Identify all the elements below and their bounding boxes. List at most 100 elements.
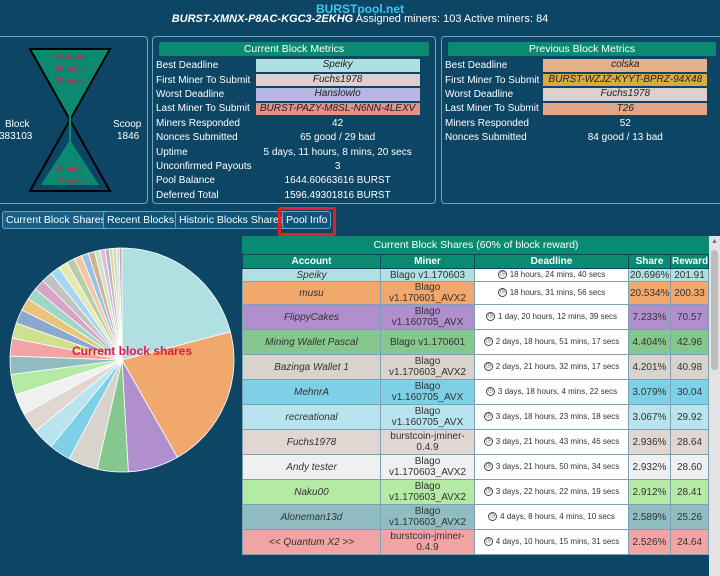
tab-historic-blocks-shares[interactable]: Historic Blocks Shares — [175, 211, 289, 229]
table-row[interactable]: Naku00 Blago v1.170603_AVX2 ◷ 3 days, 22 ho… — [242, 479, 709, 505]
deadline-cell: ◷ 3 days, 21 hours, 50 mins, 34 secs — [474, 454, 629, 480]
table-row[interactable]: Bazinga Wallet 1 Blago v1.170603_AVX2 ◷ 2 d… — [242, 354, 709, 380]
previous-metric-value-cell: Fuchs1978 — [543, 88, 708, 101]
clock-icon: ◷ — [483, 412, 493, 422]
clock-icon: ◷ — [483, 362, 493, 372]
pool-info-highlight — [278, 207, 336, 236]
current-metric-value-cell: Hanslowlo — [255, 88, 420, 101]
previous-metric-row-nonces-submitted: Nonces Submitted 84 good / 13 bad — [445, 131, 707, 144]
deadline-text: 4 days, 8 hours, 4 mins, 10 secs — [500, 512, 615, 521]
previous-metric-key: Last Miner To Submit — [445, 103, 539, 115]
column-header-share[interactable]: Share — [628, 254, 671, 269]
current-metric-row-last-miner-to-submit: Last Miner To Submit BURST-PAZY-M8SL-N6NN… — [156, 102, 420, 116]
share-cell: 2.526% — [628, 529, 671, 555]
previous-metric-key: Nonces Submitted — [445, 132, 527, 144]
table-row[interactable]: recreational Blago v1.160705_AVX ◷ 3 days, … — [242, 404, 709, 430]
pie-slice[interactable] — [118, 247, 123, 361]
miner-cell: Blago v1.170601 — [380, 329, 475, 355]
scroll-up-icon[interactable]: ▲ — [711, 238, 718, 245]
table-row[interactable]: Andy tester Blago v1.170603_AVX2 ◷ 3 days, … — [242, 454, 709, 480]
miner-cell: Blago v1.170603_AVX2 — [380, 479, 475, 505]
clock-icon: ◷ — [483, 537, 493, 547]
deadline-cell: ◷ 18 hours, 24 mins, 40 secs — [474, 268, 629, 282]
current-metric-value-cell: BURST-PAZY-M8SL-N6NN-4LEXV — [255, 102, 420, 116]
current-block-metrics-table: Best Deadline Speiky First Miner To Submit… — [156, 58, 420, 203]
miner-cell: Blago v1.160705_AVX — [380, 379, 475, 405]
scrollbar-thumb[interactable] — [711, 250, 718, 370]
previous-metric-row-worst-deadline: Worst Deadline Fuchs1978 — [445, 88, 708, 101]
scoop-label: Scoop — [113, 119, 142, 130]
site-title: BURSTpool.net — [316, 2, 404, 16]
current-metric-value-cell: 42 — [332, 117, 344, 129]
current-metric-row-best-deadline: Best Deadline Speiky — [156, 59, 420, 72]
current-metric-row-uptime: Uptime 5 days, 11 hours, 8 mins, 20 secs — [156, 145, 420, 158]
previous-metric-value-cell: colska — [543, 59, 708, 72]
scoop-value: 1846 — [117, 131, 140, 142]
deadline-cell: ◷ 3 days, 18 hours, 4 mins, 22 secs — [474, 379, 629, 405]
current-metric-key: Best Deadline — [156, 60, 219, 72]
deadline-text: 3 days, 21 hours, 50 mins, 34 secs — [495, 462, 620, 471]
reward-cell: 25.26 — [670, 504, 709, 530]
deadline-text: 3 days, 21 hours, 43 mins, 46 secs — [495, 437, 620, 446]
deadline-text: 3 days, 18 hours, 4 mins, 22 secs — [497, 387, 618, 396]
reward-cell: 70.57 — [670, 304, 709, 330]
account-cell: musu — [242, 281, 381, 305]
table-row[interactable]: Mining Wallet Pascal Blago v1.170601 ◷ 2 da… — [242, 329, 709, 355]
deadline-cell: ◷ 4 days, 10 hours, 15 mins, 31 secs — [474, 529, 629, 555]
share-cell: 3.079% — [628, 379, 671, 405]
current-metric-row-worst-deadline: Worst Deadline Hanslowlo — [156, 88, 420, 101]
previous-metric-value-pill: Fuchs1978 — [543, 88, 708, 101]
deadline-cell: ◷ 3 days, 21 hours, 43 mins, 46 secs — [474, 429, 629, 455]
shares-table-title: Current Block Shares (60% of block rewar… — [242, 236, 710, 254]
pie-slice[interactable] — [121, 331, 235, 458]
reward-cell: 29.92 — [670, 404, 709, 430]
account-cell: Bazinga Wallet 1 — [242, 354, 381, 380]
miner-cell: Blago v1.170603 — [380, 268, 475, 282]
share-cell: 4.201% — [628, 354, 671, 380]
reward-cell: 28.64 — [670, 429, 709, 455]
account-cell: Aloneman13d — [242, 504, 381, 530]
current-metric-key: Worst Deadline — [156, 88, 225, 100]
previous-metric-value-pill: BURST-WZJZ-KYYT-BPRZ-94X48 — [543, 73, 708, 87]
column-header-account[interactable]: Account — [242, 254, 381, 269]
table-row[interactable]: << Quantum X2 >> burstcoin-jminer-0.4.9 ◷ 4… — [242, 529, 709, 555]
elapsed-secs: 15 secs — [55, 176, 85, 186]
table-row[interactable]: musu Blago v1.170601_AVX2 ◷ 18 hours, 31 mi… — [242, 281, 709, 305]
table-row[interactable]: MehnrA Blago v1.160705_AVX ◷ 3 days, 18 hou… — [242, 379, 709, 405]
previous-metric-row-first-miner-to-submit: First Miner To Submit BURST-WZJZ-KYYT-BPR… — [445, 73, 708, 87]
pie-slice[interactable] — [121, 247, 231, 361]
reward-cell: 40.98 — [670, 354, 709, 380]
column-header-miner[interactable]: Miner — [380, 254, 475, 269]
account-cell: Andy tester — [242, 454, 381, 480]
tab-recent-blocks[interactable]: Recent Blocks — [103, 211, 179, 229]
table-row[interactable]: Speiky Blago v1.170603 ◷ 18 hours, 24 mins,… — [242, 268, 709, 282]
clock-icon: ◷ — [483, 337, 493, 347]
active-miners-value: 84 — [536, 13, 549, 25]
current-metric-value-cell: 3 — [334, 160, 341, 172]
shares-scrollbar[interactable]: ▲ — [709, 236, 720, 576]
current-metric-value-pill: Speiky — [255, 59, 420, 72]
previous-metric-row-last-miner-to-submit: Last Miner To Submit T26 — [445, 102, 708, 116]
hourglass: 18 hours 36 mins 25 secs 8 mins 15 secs — [27, 45, 113, 200]
miner-cell: Blago v1.170601_AVX2 — [380, 281, 475, 305]
tab-current-block-shares[interactable]: Current Block Shares — [2, 211, 110, 229]
table-row[interactable]: FlippyCakes Blago v1.160705_AVX ◷ 1 day, 20… — [242, 304, 709, 330]
account-cell: Fuchs1978 — [242, 429, 381, 455]
current-metric-key: Last Miner To Submit — [156, 103, 250, 115]
block-label: Block — [5, 119, 30, 130]
current-metric-value-cell: Fuchs1978 — [255, 73, 420, 87]
account-cell: Speiky — [242, 268, 381, 282]
previous-metric-value-pill: T26 — [543, 102, 708, 116]
current-metric-row-deferred-total: Deferred Total 1596.49301816 BURST — [156, 189, 420, 202]
current-block-shares-panel: Current Block Shares (60% of block rewar… — [242, 236, 710, 576]
current-metric-key: Uptime — [156, 146, 188, 158]
previous-metric-value-cell: T26 — [543, 102, 708, 116]
share-cell: 4.404% — [628, 329, 671, 355]
column-header-deadline[interactable]: Deadline — [474, 254, 629, 269]
block-value: 383103 — [0, 131, 33, 142]
tab-pool-info[interactable]: Pool Info — [282, 211, 332, 229]
table-row[interactable]: Aloneman13d Blago v1.170603_AVX2 ◷ 4 days, … — [242, 504, 709, 530]
deadline-text: 18 hours, 31 mins, 56 secs — [509, 288, 606, 297]
table-row[interactable]: Fuchs1978 burstcoin-jminer-0.4.9 ◷ 3 days, … — [242, 429, 709, 455]
column-header-reward[interactable]: Reward — [670, 254, 709, 269]
